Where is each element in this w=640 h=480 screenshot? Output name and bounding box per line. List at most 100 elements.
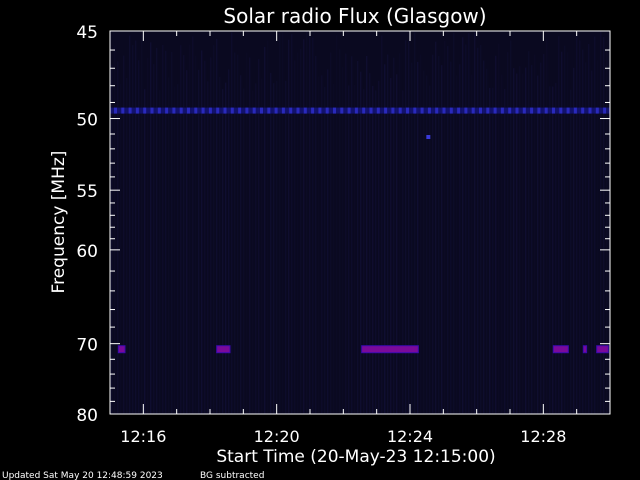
noise-streak	[186, 70, 188, 414]
background-note: BG subtracted	[200, 471, 264, 480]
band-50mhz-pulse	[157, 107, 161, 114]
band-50mhz-pulse	[449, 107, 453, 114]
y-tick-label: 50	[76, 111, 98, 131]
noise-streak	[567, 52, 569, 415]
noise-streak	[156, 47, 158, 414]
noise-streak	[159, 90, 161, 414]
noise-streak	[174, 86, 176, 415]
band-50mhz-pulse	[121, 107, 125, 114]
noise-streak	[393, 57, 395, 415]
noise-streak	[561, 51, 563, 415]
band-50mhz-pulse	[333, 107, 336, 114]
noise-streak	[369, 73, 371, 414]
band-50mhz-pulse	[435, 107, 439, 114]
band-50mhz-pulse	[172, 107, 176, 114]
spectrogram-background	[110, 31, 610, 414]
noise-streak	[597, 60, 599, 414]
band-50mhz-pulse	[267, 107, 271, 114]
noise-streak	[342, 67, 344, 414]
noise-streak	[123, 55, 125, 414]
noise-streak	[603, 36, 605, 414]
noise-streak	[237, 54, 239, 414]
axes: 45 50 55 60 70 80 12:16 12:20 12:24 12:28	[76, 23, 611, 446]
plot-frame	[109, 30, 611, 415]
noise-streak	[582, 49, 584, 415]
band-50mhz-pulse	[471, 107, 475, 114]
band-50mhz-pulse	[406, 107, 409, 114]
band-50mhz-pulse	[230, 107, 234, 114]
y-axis-label: Frequency [MHz]	[49, 151, 69, 294]
noise-streak	[591, 70, 593, 414]
band-50mhz-pulse	[194, 107, 198, 114]
noise-streak	[507, 52, 509, 414]
noise-streak	[579, 40, 581, 415]
band-50mhz-pulse	[376, 107, 380, 114]
band-50mhz-pulse	[311, 107, 315, 114]
noise-streak	[165, 50, 167, 414]
band-50mhz-pulse	[559, 107, 563, 114]
noise-streak	[180, 45, 182, 414]
noise-streak	[252, 90, 254, 414]
noise-streak	[444, 40, 446, 414]
noise-streak	[375, 90, 377, 414]
noise-streak	[201, 50, 203, 414]
band-50mhz-pulse	[508, 107, 512, 114]
noise-streak	[153, 64, 155, 415]
noise-streak	[321, 75, 323, 414]
noise-streak	[516, 73, 518, 414]
updated-timestamp: Updated Sat May 20 12:48:59 2023	[2, 471, 163, 480]
band-50mhz-pulse	[128, 107, 132, 114]
noise-streak	[171, 52, 173, 414]
noise-streak	[279, 33, 281, 415]
band-50mhz-pulse	[274, 107, 278, 114]
band-50mhz-pulse	[486, 107, 490, 114]
noise-streak	[276, 80, 278, 415]
noise-streak	[222, 89, 224, 414]
noise-streak	[405, 40, 407, 415]
noise-streak	[132, 45, 134, 415]
noise-streak	[177, 84, 179, 415]
noise-streak	[294, 60, 296, 414]
noise-streak	[315, 55, 317, 415]
band-50mhz-pulse	[347, 107, 351, 114]
emission-70mhz-segment	[552, 345, 569, 354]
band-50mhz-pulse	[362, 107, 366, 114]
noise-streak	[318, 76, 320, 414]
noise-streak	[522, 73, 524, 414]
noise-streak	[345, 53, 347, 414]
band-50mhz-pulse	[420, 107, 424, 114]
noise-streak	[351, 56, 353, 415]
noise-streak	[588, 43, 590, 414]
noise-streak	[129, 35, 131, 414]
chart-title: Solar radio Flux (Glasgow)	[223, 4, 486, 28]
band-50mhz-pulse	[515, 107, 519, 114]
noise-streak	[555, 82, 557, 414]
band-50mhz-pulse	[201, 107, 205, 114]
emission-70mhz-segment	[117, 345, 126, 354]
x-tick-label: 12:16	[120, 427, 166, 446]
band-50mhz-pulse	[340, 107, 344, 114]
band-50mhz-pulse	[245, 107, 249, 114]
noise-streak	[309, 36, 311, 414]
noise-streak	[483, 60, 485, 415]
noise-streak	[297, 52, 299, 415]
noise-streak	[531, 65, 533, 414]
band-50mhz-pulse	[384, 107, 388, 114]
noise-streak	[120, 83, 122, 415]
noise-streak	[210, 57, 212, 414]
noise-streak	[354, 84, 356, 415]
band-50mhz-pulse	[135, 107, 139, 114]
band-50mhz-pulse	[442, 107, 446, 114]
noise-streak	[372, 85, 374, 415]
noise-streak	[420, 54, 422, 415]
noise-streak	[339, 49, 341, 414]
band-50mhz-pulse	[114, 107, 117, 114]
noise-streak	[594, 36, 596, 414]
y-tick-label: 70	[76, 336, 98, 356]
noise-streak	[396, 74, 398, 415]
noise-streak	[399, 53, 401, 414]
noise-streak	[147, 57, 149, 414]
noise-streak	[540, 62, 542, 414]
noise-streak	[306, 31, 308, 415]
noise-streak	[453, 32, 455, 415]
